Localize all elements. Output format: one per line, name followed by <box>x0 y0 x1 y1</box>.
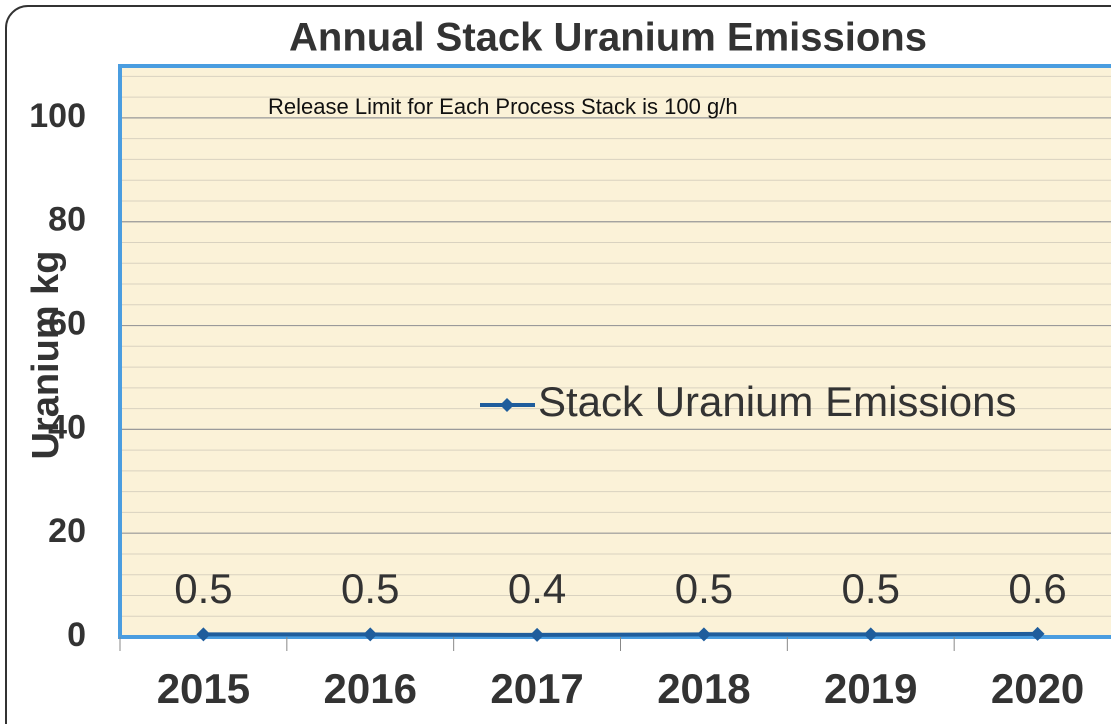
legend-label: Stack Uranium Emissions <box>538 378 1016 425</box>
data-label: 0.5 <box>842 565 900 612</box>
line <box>203 631 1038 637</box>
annotation: Release Limit for Each Process Stack is … <box>268 94 738 119</box>
y-tick-label: 80 <box>48 201 86 239</box>
marker <box>530 627 545 642</box>
chart-title: Annual Stack Uranium Emissions <box>289 16 927 60</box>
marker <box>196 627 211 642</box>
y-tick-label: 0 <box>67 616 86 654</box>
y-axis-title: Uranium kg <box>25 250 67 459</box>
y-tick-label: 100 <box>29 97 86 135</box>
x-tick-label: 2018 <box>657 665 750 712</box>
x-tick-label: 2017 <box>490 665 583 712</box>
data-label: 0.5 <box>675 565 733 612</box>
marker <box>863 627 878 642</box>
x-tick-label: 2019 <box>824 665 917 712</box>
y-tick-label: 40 <box>48 408 86 446</box>
y-tick-label: 20 <box>48 512 86 550</box>
marker <box>363 627 378 642</box>
data-label: 0.6 <box>1008 565 1066 612</box>
data-label: 0.5 <box>174 565 232 612</box>
x-tick-label: 2015 <box>157 665 250 712</box>
legend-marker <box>500 398 514 412</box>
x-tick-label: 2016 <box>324 665 417 712</box>
x-tick-label: 2020 <box>991 665 1084 712</box>
data-label: 0.5 <box>341 565 399 612</box>
plot-area <box>120 66 1111 637</box>
data-label: 0.4 <box>508 565 566 612</box>
y-tick-label: 60 <box>48 305 86 343</box>
marker <box>1030 626 1045 641</box>
marker <box>696 627 711 642</box>
plot-border <box>118 64 1111 639</box>
